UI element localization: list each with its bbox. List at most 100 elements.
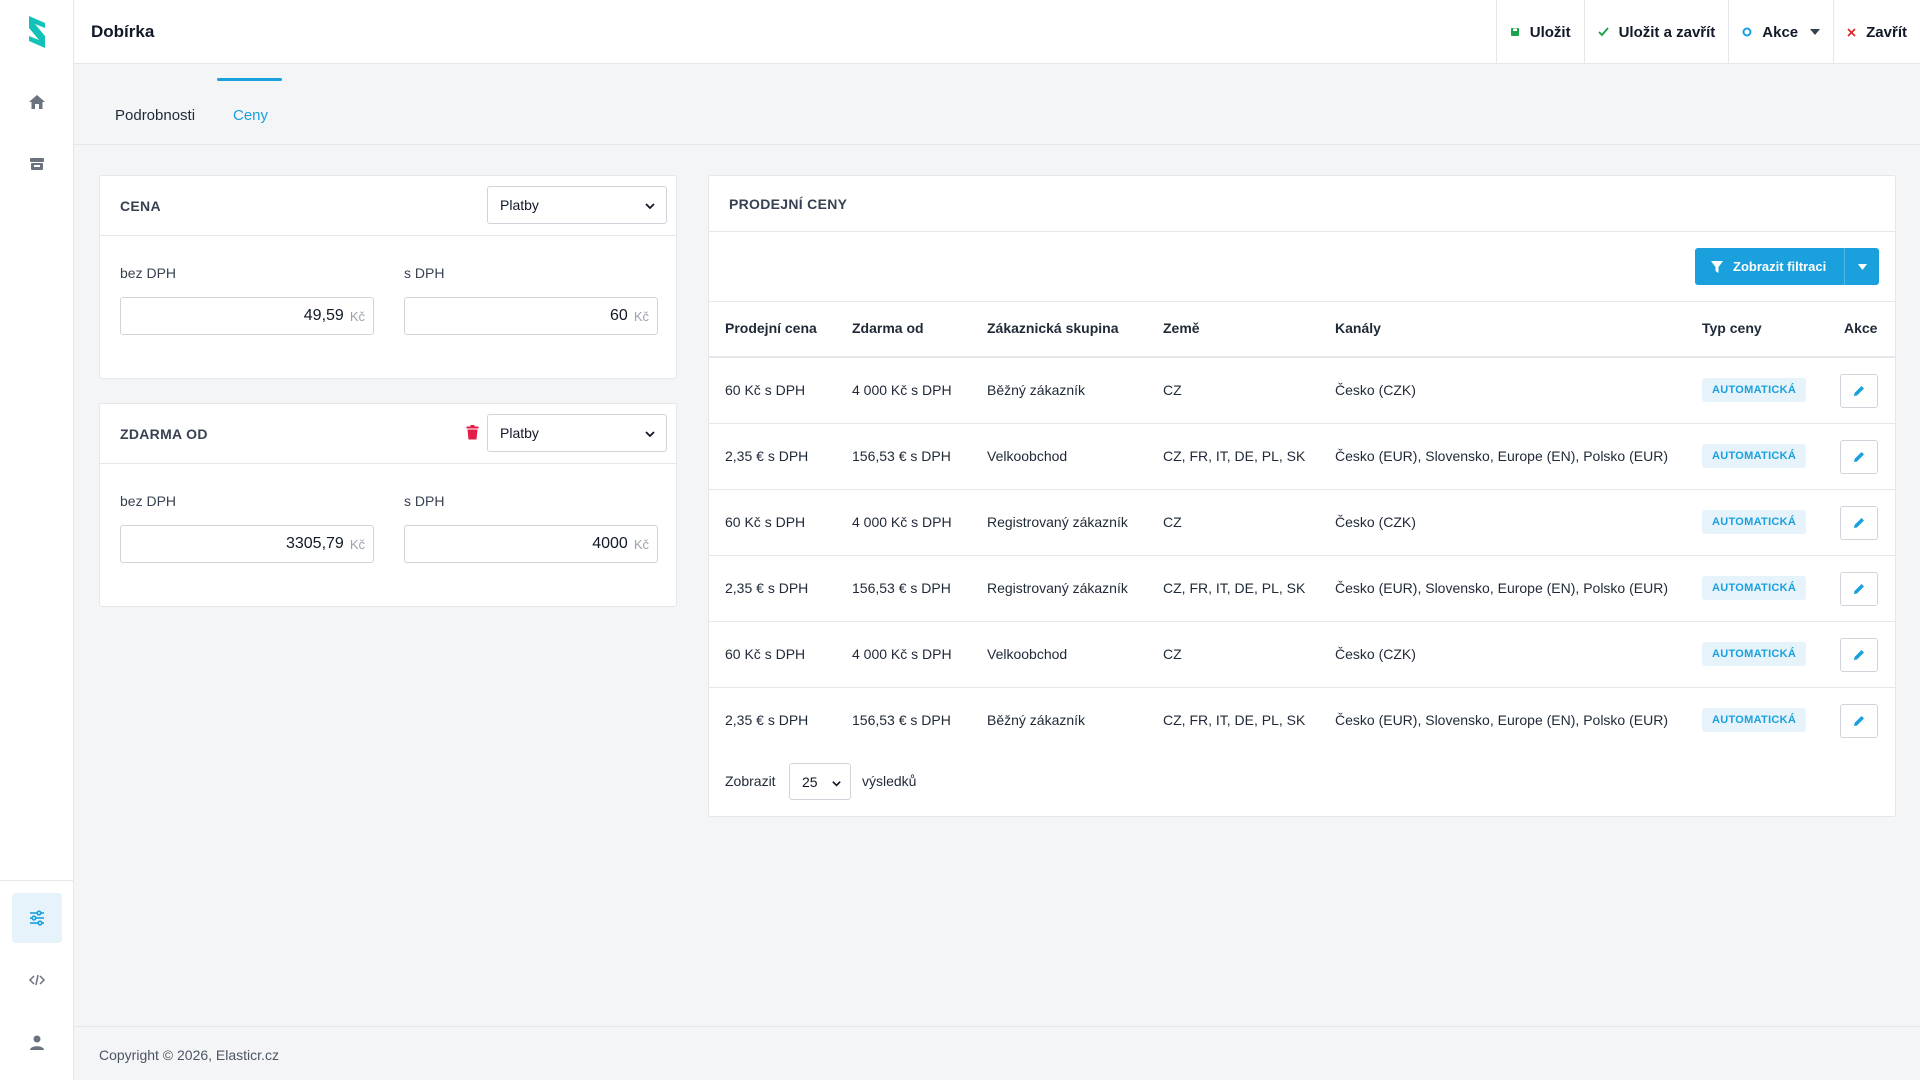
page-size-suffix: výsledků bbox=[862, 773, 917, 789]
gross-price-value: 60 bbox=[610, 307, 628, 324]
col-customer-group: Zákaznická skupina bbox=[987, 320, 1119, 336]
cell-price: 2,35 € s DPH bbox=[725, 448, 809, 464]
tabs: Podrobnosti Ceny bbox=[74, 64, 1920, 145]
pencil-icon bbox=[1853, 583, 1865, 595]
table-row: 2,35 € s DPH 156,53 € s DPH Běžný zákazn… bbox=[709, 688, 1895, 754]
edit-button[interactable] bbox=[1840, 572, 1878, 606]
save-close-button[interactable]: Uložit a zavřít bbox=[1583, 0, 1729, 64]
cell-group: Registrovaný zákazník bbox=[987, 514, 1128, 530]
cell-group: Běžný zákazník bbox=[987, 712, 1086, 728]
cell-channels: Česko (EUR), Slovensko, Europe (EN), Pol… bbox=[1335, 448, 1668, 464]
net-free-input[interactable]: 3305,79 Kč bbox=[120, 525, 374, 563]
currency-unit: Kč bbox=[633, 308, 649, 324]
save-button[interactable]: Uložit bbox=[1495, 0, 1584, 64]
sliders-icon[interactable] bbox=[12, 893, 62, 943]
price-type-select-value: Platby bbox=[500, 197, 539, 213]
logo-icon[interactable] bbox=[0, 0, 74, 64]
edit-button[interactable] bbox=[1840, 506, 1878, 540]
col-channels: Kanály bbox=[1335, 320, 1381, 336]
free-from-type-select-value: Platby bbox=[500, 425, 539, 441]
price-type-badge: AUTOMATICKÁ bbox=[1702, 642, 1807, 666]
user-icon[interactable] bbox=[12, 1017, 62, 1067]
cell-group: Velkoobchod bbox=[987, 448, 1068, 464]
actions-dropdown[interactable]: Akce bbox=[1728, 0, 1833, 64]
free-from-card: ZDARMA OD Platby bez DPH s DPH 3305,79 K… bbox=[99, 403, 677, 607]
chevron-down-icon bbox=[644, 427, 656, 443]
save-label: Uložit bbox=[1529, 23, 1571, 41]
free-from-card-header: ZDARMA OD Platby bbox=[100, 404, 676, 464]
home-icon[interactable] bbox=[12, 77, 62, 127]
gross-free-value: 4000 bbox=[592, 535, 628, 552]
page-title: Dobírka bbox=[91, 22, 155, 41]
net-price-input[interactable]: 49,59 Kč bbox=[120, 297, 374, 335]
page-size-value: 25 bbox=[802, 773, 818, 790]
active-tab-indicator bbox=[217, 78, 282, 81]
edit-button[interactable] bbox=[1840, 374, 1878, 408]
gross-free-label: s DPH bbox=[404, 493, 445, 509]
pencil-icon bbox=[1853, 649, 1865, 661]
copyright: Copyright © 2026, Elasticr.cz bbox=[99, 1047, 279, 1063]
pencil-icon bbox=[1853, 385, 1865, 397]
page-size-select[interactable]: 25 bbox=[789, 763, 851, 800]
trash-icon[interactable] bbox=[466, 425, 479, 443]
edit-button[interactable] bbox=[1840, 440, 1878, 474]
currency-unit: Kč bbox=[349, 308, 365, 324]
cell-group: Velkoobchod bbox=[987, 646, 1068, 662]
footer: Copyright © 2026, Elasticr.cz bbox=[74, 1026, 1920, 1080]
col-price-type: Typ ceny bbox=[1702, 320, 1762, 336]
gross-free-input[interactable]: 4000 Kč bbox=[404, 525, 658, 563]
edit-button[interactable] bbox=[1840, 704, 1878, 738]
circle-icon bbox=[1742, 27, 1752, 37]
cell-free-from: 4 000 Kč s DPH bbox=[852, 382, 952, 398]
col-sale-price: Prodejní cena bbox=[725, 320, 817, 336]
show-filter-label: Zobrazit filtraci bbox=[1733, 259, 1827, 274]
close-button[interactable]: Zavřít bbox=[1833, 0, 1920, 64]
net-price-value: 49,59 bbox=[303, 307, 344, 324]
cell-group: Registrovaný zákazník bbox=[987, 580, 1128, 596]
net-free-label: bez DPH bbox=[120, 493, 177, 509]
price-type-badge: AUTOMATICKÁ bbox=[1702, 444, 1807, 468]
table-row: 60 Kč s DPH 4 000 Kč s DPH Registrovaný … bbox=[709, 490, 1895, 556]
edit-button[interactable] bbox=[1840, 638, 1878, 672]
cell-channels: Česko (CZK) bbox=[1335, 646, 1416, 662]
tab-details[interactable]: Podrobnosti bbox=[115, 107, 196, 124]
pencil-icon bbox=[1853, 715, 1865, 727]
col-free-from: Zdarma od bbox=[852, 320, 924, 336]
price-type-select[interactable]: Platby bbox=[487, 186, 667, 224]
close-label: Zavřít bbox=[1866, 23, 1907, 41]
show-filter-main[interactable]: Zobrazit filtraci bbox=[1695, 248, 1845, 285]
table-row: 2,35 € s DPH 156,53 € s DPH Registrovaný… bbox=[709, 556, 1895, 622]
gross-price-input[interactable]: 60 Kč bbox=[404, 297, 658, 335]
sidebar bbox=[0, 0, 74, 1080]
filter-dropdown-toggle[interactable] bbox=[1845, 248, 1879, 285]
price-type-badge: AUTOMATICKÁ bbox=[1702, 576, 1807, 600]
free-from-card-title: ZDARMA OD bbox=[120, 426, 208, 442]
cell-countries: CZ, FR, IT, DE, PL, SK bbox=[1163, 712, 1306, 728]
tab-prices[interactable]: Ceny bbox=[233, 107, 269, 124]
cell-price: 2,35 € s DPH bbox=[725, 712, 809, 728]
cell-free-from: 4 000 Kč s DPH bbox=[852, 514, 952, 530]
cell-price: 60 Kč s DPH bbox=[725, 514, 806, 530]
filter-icon bbox=[1711, 260, 1723, 273]
price-type-badge: AUTOMATICKÁ bbox=[1702, 378, 1807, 402]
store-icon[interactable] bbox=[12, 139, 62, 189]
gross-price-label: s DPH bbox=[404, 265, 445, 281]
free-from-type-select[interactable]: Platby bbox=[487, 414, 667, 452]
table-row: 60 Kč s DPH 4 000 Kč s DPH Velkoobchod C… bbox=[709, 622, 1895, 688]
cell-channels: Česko (EUR), Slovensko, Europe (EN), Pol… bbox=[1335, 580, 1668, 596]
cell-countries: CZ bbox=[1163, 646, 1182, 662]
table-row: 2,35 € s DPH 156,53 € s DPH Velkoobchod … bbox=[709, 424, 1895, 490]
table-row: 60 Kč s DPH 4 000 Kč s DPH Běžný zákazní… bbox=[709, 358, 1895, 424]
cell-countries: CZ bbox=[1163, 382, 1182, 398]
code-icon[interactable] bbox=[12, 955, 62, 1005]
price-type-badge: AUTOMATICKÁ bbox=[1702, 708, 1807, 732]
cell-free-from: 156,53 € s DPH bbox=[852, 580, 951, 596]
sales-prices-title: PRODEJNÍ CENY bbox=[729, 196, 848, 212]
sidebar-divider bbox=[0, 880, 74, 881]
pencil-icon bbox=[1853, 517, 1865, 529]
cell-price: 60 Kč s DPH bbox=[725, 646, 806, 662]
price-card-header: CENA Platby bbox=[100, 176, 676, 236]
show-filter-button[interactable]: Zobrazit filtraci bbox=[1695, 248, 1879, 285]
net-free-value: 3305,79 bbox=[285, 535, 344, 552]
cell-channels: Česko (CZK) bbox=[1335, 514, 1416, 530]
